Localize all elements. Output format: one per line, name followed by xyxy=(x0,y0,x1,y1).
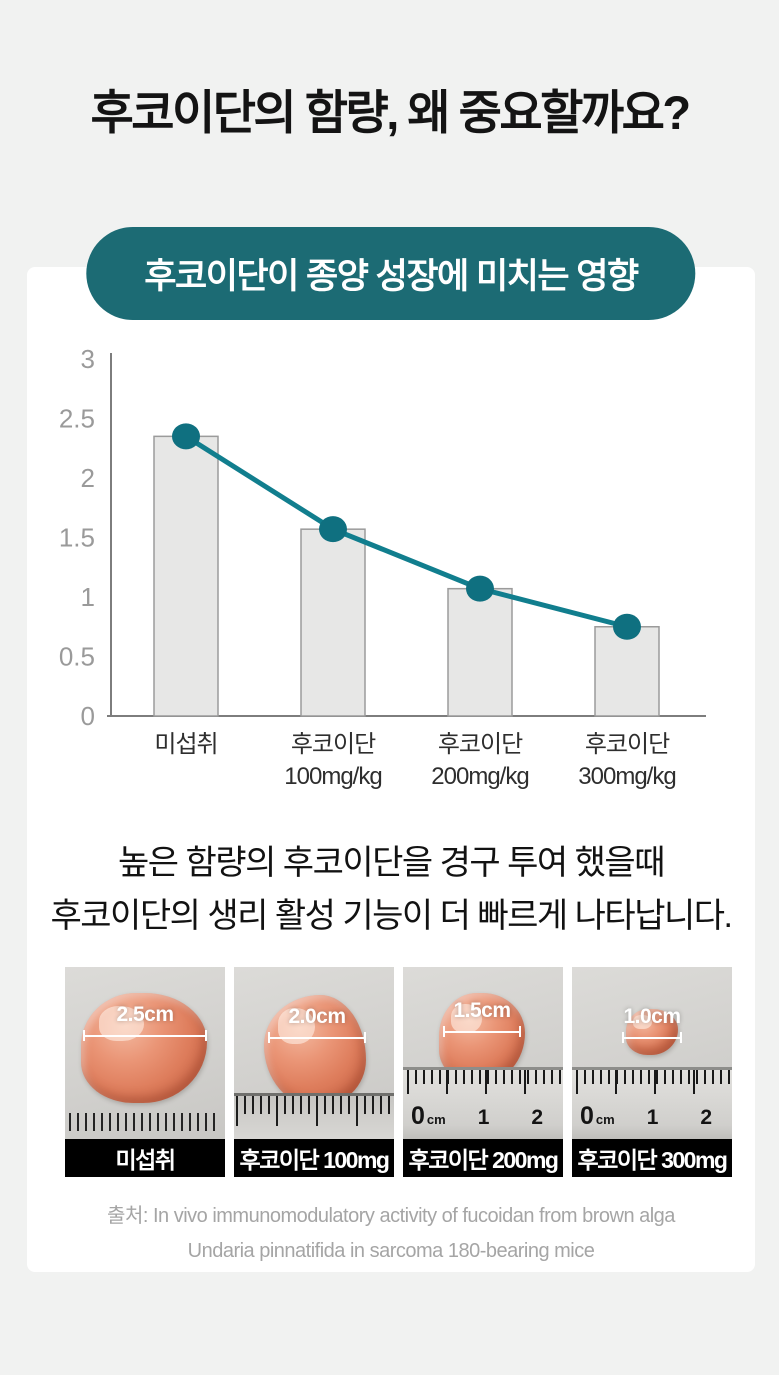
svg-text:2.5: 2.5 xyxy=(59,404,95,434)
specimen-panel-untreated: 2.5cm 미섭취 xyxy=(65,967,225,1177)
ruler-ticks xyxy=(576,1070,732,1100)
svg-text:미섭취: 미섭취 xyxy=(154,731,217,758)
ruler-number-2: 2 xyxy=(700,1106,713,1129)
svg-text:1.5: 1.5 xyxy=(59,523,95,553)
content-card: 후코이단이 종양 성장에 미치는 영향 0 0.5 1 1.5 2 2.5 3 미섭취 후코이단… xyxy=(27,227,755,1272)
ruler: 0 cm 1 2 xyxy=(403,1067,563,1139)
ruler xyxy=(234,1093,394,1139)
specimen-label-bar: 후코이단 300mg xyxy=(572,1139,732,1177)
ruler-ticks xyxy=(407,1070,563,1100)
specimen-label: 후코이단 200mg xyxy=(408,1147,559,1173)
ruler-number-1: 1 xyxy=(477,1106,490,1129)
specimen-photo: 2.5cm xyxy=(65,967,225,1139)
source-line-1: 출처: In vivo immunomodulatory activity of… xyxy=(107,1205,675,1227)
measurement-line xyxy=(268,1032,366,1043)
ruler-unit: cm xyxy=(426,1112,446,1127)
measurement-indicator: 2.5cm xyxy=(83,1003,207,1041)
specimen-panel-200mg: 1.5cm 0 cm 1 2 후코이단 200mg xyxy=(403,967,563,1177)
svg-text:1: 1 xyxy=(81,582,95,612)
specimen-panels: 2.5cm 미섭취 2.0cm xyxy=(65,967,733,1177)
measurement-indicator: 2.0cm xyxy=(268,1005,366,1043)
chart-description: 높은 함량의 후코이단을 경구 투여 했을때 후코이단의 생리 활성 기능이 더… xyxy=(27,837,755,942)
ruler-number-2: 2 xyxy=(531,1106,544,1129)
ruler: 0 cm 1 2 xyxy=(572,1067,732,1139)
section-badge: 후코이단이 종양 성장에 미치는 영향 xyxy=(86,227,696,320)
ruler-number-1: 1 xyxy=(646,1106,659,1129)
measurement-label: 1.5cm xyxy=(453,999,511,1022)
ruler-numbers: 0 cm 1 2 xyxy=(411,1102,559,1131)
svg-text:200mg/kg: 200mg/kg xyxy=(431,763,528,790)
specimen-panel-300mg: 1.0cm 0 cm 1 2 후코이단 300mg xyxy=(572,967,732,1177)
measurement-label: 2.5cm xyxy=(116,1003,174,1026)
tumor-growth-chart: 0 0.5 1 1.5 2 2.5 3 미섭취 후코이단 100mg/kg 후코이단 200mg/kg… xyxy=(59,344,706,790)
measurement-indicator: 1.0cm xyxy=(622,1005,682,1043)
ruler-numbers: 0 cm 1 2 xyxy=(580,1102,728,1131)
measurement-label: 2.0cm xyxy=(288,1005,346,1028)
description-line-1: 높은 함량의 후코이단을 경구 투여 했을때 xyxy=(118,844,666,882)
measurement-indicator: 1.5cm xyxy=(443,999,521,1037)
page-title: 후코이단의 함량, 왜 중요할까요? xyxy=(90,86,691,139)
description-line-2: 후코이단의 생리 활성 기능이 더 빠르게 나타납니다. xyxy=(50,896,733,935)
specimen-label-bar: 후코이단 100mg xyxy=(234,1139,394,1177)
ruler-unit: cm xyxy=(595,1112,615,1127)
specimen-panel-100mg: 2.0cm 후코이단 100mg xyxy=(234,967,394,1177)
ruler-number-0: 0 xyxy=(411,1102,425,1130)
ruler-number-0: 0 xyxy=(580,1102,594,1130)
svg-text:2: 2 xyxy=(81,463,95,493)
specimen-label: 후코이단 300mg xyxy=(577,1147,728,1173)
measurement-line xyxy=(83,1030,207,1041)
specimen-label: 후코이단 100mg xyxy=(239,1147,390,1173)
measurement-line xyxy=(443,1026,521,1037)
svg-text:0.5: 0.5 xyxy=(59,642,95,672)
measurement-label: 1.0cm xyxy=(623,1005,681,1028)
specimen-label-bar: 후코이단 200mg xyxy=(403,1139,563,1177)
svg-text:0: 0 xyxy=(81,701,95,731)
specimen-photo: 1.5cm 0 cm 1 2 xyxy=(403,967,563,1139)
tumor-specimen xyxy=(81,993,207,1103)
source-line-2: Undaria pinnatifida in sarcoma 180-beari… xyxy=(187,1240,595,1262)
specimen-photo: 1.0cm 0 cm 1 2 xyxy=(572,967,732,1139)
svg-text:300mg/kg: 300mg/kg xyxy=(578,763,675,790)
source-citation: 출처: In vivo immunomodulatory activity of… xyxy=(27,1199,755,1269)
specimen-label: 미섭취 xyxy=(115,1147,176,1173)
ruler xyxy=(65,1113,225,1139)
svg-text:후코이단: 후코이단 xyxy=(585,731,670,758)
specimen-photo: 2.0cm xyxy=(234,967,394,1139)
specimen-label-bar: 미섭취 xyxy=(65,1139,225,1177)
svg-text:후코이단: 후코이단 xyxy=(291,731,376,758)
svg-text:100mg/kg: 100mg/kg xyxy=(284,763,381,790)
svg-text:3: 3 xyxy=(81,344,95,374)
measurement-line xyxy=(622,1032,682,1043)
svg-text:후코이단: 후코이단 xyxy=(438,731,523,758)
